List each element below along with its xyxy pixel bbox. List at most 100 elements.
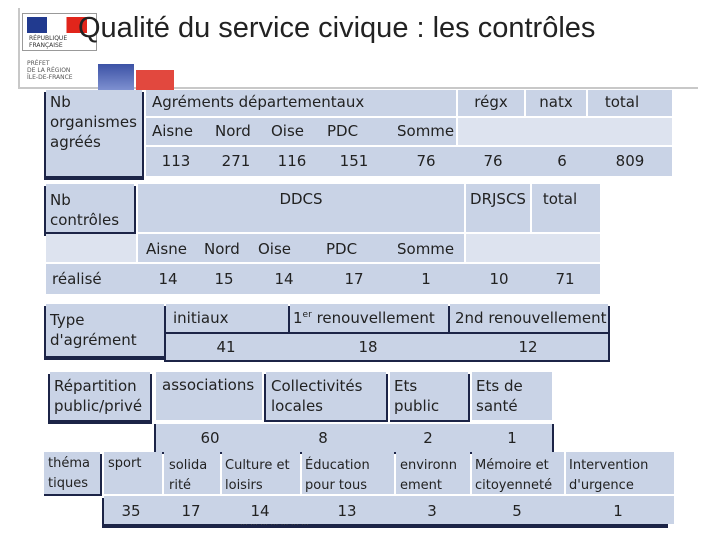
empty-cell: [46, 234, 136, 262]
values-row-cell: [46, 264, 600, 294]
page-title: Qualité du service civique : les contrôl…: [78, 12, 596, 44]
header-cell: [156, 372, 262, 420]
value-cell: 60: [200, 429, 220, 447]
value-cell: 116: [277, 152, 307, 170]
dept-header: Somme: [397, 122, 455, 140]
controles-group-drjscs: DRJSCS: [470, 190, 526, 208]
value-cell: 809: [615, 152, 645, 170]
header-spacer-cell: [466, 234, 600, 262]
dept-header: Aisne: [146, 240, 187, 258]
value-cell: 151: [339, 152, 369, 170]
col-education: Éducation pour tous: [305, 458, 370, 493]
header-cell: [166, 304, 288, 332]
french-flag-icon: [27, 17, 87, 33]
values-row-cell: [166, 334, 608, 360]
type-agrement-row-label: Type d'agrément: [50, 311, 137, 349]
value-cell: 17: [181, 502, 201, 520]
value-cell: 2: [423, 429, 433, 447]
value-cell: 18: [358, 338, 378, 356]
value-cell: 113: [161, 152, 191, 170]
col-sport: sport: [108, 456, 142, 471]
decorative-red-block: [136, 70, 174, 90]
dept-header-cell: [138, 234, 464, 262]
logo-caption: RÉPUBLIQUE FRANÇAISE: [29, 35, 68, 49]
value-cell: 14: [274, 270, 294, 288]
group-header-cell: [138, 184, 464, 232]
header-cell: [390, 372, 468, 420]
dept-header: PDC: [326, 240, 358, 258]
header-cell: [466, 184, 530, 232]
controles-group-ddcs: DDCS: [279, 190, 323, 208]
marianne-logo: RÉPUBLIQUE FRANÇAISE: [22, 13, 97, 51]
value-cell: 1: [507, 429, 517, 447]
header-cell: [472, 372, 552, 420]
value-cell: 76: [416, 152, 436, 170]
header-spacer-cell: [458, 118, 672, 145]
value-cell: 15: [214, 270, 234, 288]
value-cell: 3: [427, 502, 437, 520]
header-vertical-rule: [18, 8, 20, 88]
dept-header: Nord: [204, 240, 240, 258]
prefet-line: PRÉFET: [27, 60, 50, 67]
header-cell: [532, 184, 600, 232]
agrements-group-header: Agréments départementaux: [152, 93, 365, 111]
dept-header: PDC: [327, 122, 359, 140]
col-associations: associations: [162, 376, 255, 394]
controles-row-label: Nb contrôles: [50, 191, 120, 229]
value-cell: 14: [250, 502, 270, 520]
header-cell: [302, 452, 394, 494]
thematiques-row-label: théma tiques: [48, 456, 90, 491]
value-cell: 13: [337, 502, 357, 520]
header-cell: [472, 452, 564, 494]
dept-header: Somme: [397, 240, 455, 258]
values-row-cell: [146, 147, 672, 176]
dept-header-cell: [146, 118, 456, 145]
value-cell: 71: [555, 270, 575, 288]
controles-col-total: total: [542, 190, 578, 208]
col-initiaux: initiaux: [173, 309, 229, 327]
value-cell: 1: [613, 502, 623, 520]
footer-text: ... ... ... ... ... ... ...: [240, 518, 309, 527]
prefet-caption: PRÉFET DE LA RÉGION ÎLE-DE-FRANCE: [22, 58, 97, 88]
col-intervention: Intervention d'urgence: [569, 458, 649, 493]
col-1er-sup: er: [302, 310, 312, 320]
header-cell: [526, 90, 586, 116]
col-1er-prefix: 1: [293, 309, 303, 327]
value-cell: 8: [318, 429, 328, 447]
row-label-cell: [50, 372, 150, 420]
header-cell: [290, 304, 448, 332]
values-row-cell: [104, 496, 674, 524]
col-natx: natx: [539, 93, 573, 111]
group-header-cell: [146, 90, 456, 116]
dept-header: Oise: [271, 122, 305, 140]
col-memoire: Mémoire et citoyenneté: [475, 458, 553, 493]
value-cell: 41: [216, 338, 236, 356]
repartition-row-label: Répartition public/privé: [54, 377, 143, 415]
header-cell: [566, 452, 674, 494]
value-cell: 12: [518, 338, 538, 356]
col-2nd-renouvellement: 2nd renouvellement: [455, 309, 607, 327]
col-solidarite: solida rité: [169, 458, 208, 493]
col-ets-public: Ets public: [394, 377, 440, 415]
col-environnement: environn ement: [400, 458, 458, 493]
value-cell: 76: [483, 152, 503, 170]
row-label-cell: [44, 452, 100, 494]
col-culture-loisirs: Culture et loisirs: [225, 458, 290, 493]
header-horizontal-rule: [18, 87, 698, 89]
value-cell: 6: [557, 152, 567, 170]
header-cell: [104, 452, 162, 494]
value-cell: 35: [121, 502, 141, 520]
header-cell: [396, 452, 470, 494]
prefet-line: ÎLE-DE-FRANCE: [27, 74, 73, 81]
col-ets-sante: Ets de santé: [476, 377, 523, 415]
header-cell: [222, 452, 300, 494]
col-1er-renouvellement: 1er renouvellement: [293, 309, 435, 327]
row-label-cell: [46, 304, 164, 356]
decorative-blue-block: [98, 64, 134, 90]
value-cell: 1: [421, 270, 431, 288]
header-cell: [588, 90, 672, 116]
value-cell: 10: [489, 270, 509, 288]
agrements-row-label: Nb organismes agréés: [50, 93, 137, 151]
value-cell: 5: [512, 502, 522, 520]
prefet-line: DE LA RÉGION: [27, 67, 71, 74]
